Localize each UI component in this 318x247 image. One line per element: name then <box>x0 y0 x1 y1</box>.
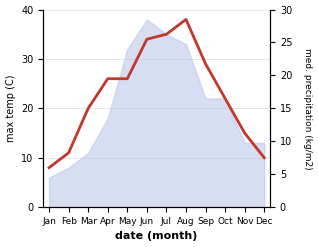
X-axis label: date (month): date (month) <box>115 231 198 242</box>
Y-axis label: max temp (C): max temp (C) <box>5 75 16 142</box>
Y-axis label: med. precipitation (kg/m2): med. precipitation (kg/m2) <box>303 48 313 169</box>
